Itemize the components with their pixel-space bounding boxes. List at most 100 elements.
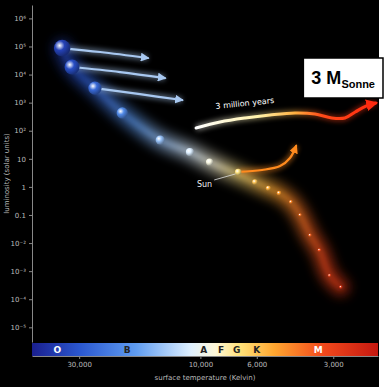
- star: [308, 233, 312, 237]
- annotation-text: 3 MSonne: [311, 68, 375, 90]
- evolution-track: [72, 67, 165, 78]
- tick: 6,000: [247, 356, 267, 369]
- star: [186, 148, 194, 156]
- tick-mark: [29, 18, 32, 19]
- spectral-class-label: F: [218, 345, 224, 355]
- tick-label: 10⁴: [14, 71, 26, 79]
- tick: 10⁴: [14, 71, 32, 79]
- evolution-track: [62, 48, 148, 58]
- tick-mark: [200, 356, 201, 359]
- star: [88, 81, 101, 94]
- tick-mark: [29, 271, 32, 272]
- star: [206, 158, 213, 165]
- star: [266, 186, 271, 191]
- spectral-class-label: B: [124, 345, 131, 355]
- tick-mark: [333, 356, 334, 359]
- tick: 10³: [14, 99, 32, 107]
- evolution-track: [95, 88, 182, 100]
- tick: 10,000: [189, 356, 214, 369]
- tick: 10⁻⁵: [11, 324, 32, 332]
- tick-label: 3,000: [324, 361, 344, 369]
- tick: 10⁶: [14, 15, 32, 23]
- tick-mark: [257, 356, 258, 359]
- spectral-class-label: G: [233, 345, 240, 355]
- tick-label: 10⁻⁴: [11, 296, 27, 304]
- tick: 10⁻³: [11, 268, 32, 276]
- tick-label: 10,000: [189, 361, 214, 369]
- tick-label: 0.1: [15, 212, 26, 220]
- tick-mark: [29, 46, 32, 47]
- spectral-bar: [32, 343, 378, 356]
- star: [289, 200, 293, 204]
- chart: OBAFGKMSun3 million years30,00010,0006,0…: [0, 0, 386, 387]
- tick-label: 1: [22, 184, 26, 192]
- page-background: [0, 0, 386, 387]
- tick-mark: [29, 159, 32, 160]
- axis-line: [32, 6, 33, 343]
- star: [277, 191, 282, 196]
- spectral-class-label: K: [253, 345, 261, 355]
- tick: 1: [22, 184, 32, 192]
- tick-label: 10⁻³: [11, 268, 27, 276]
- annotation-main: 3 M: [311, 68, 341, 88]
- star: [328, 274, 332, 278]
- main-sequence-core: [62, 48, 341, 287]
- tick: 10⁻⁴: [11, 296, 32, 304]
- spectral-classes: OBAFGKM: [53, 345, 322, 355]
- leader-line: [214, 174, 235, 180]
- annotation-subscript: Sonne: [341, 78, 375, 90]
- spectral-class-label: A: [200, 345, 207, 355]
- axis-line: [33, 356, 379, 357]
- tick-label: 10³: [14, 99, 26, 107]
- tick-label: 10²: [14, 127, 26, 135]
- tick-mark: [29, 187, 32, 188]
- track-label: 3 million years: [215, 96, 274, 111]
- tick-label: 10: [17, 156, 26, 164]
- tick-mark: [29, 327, 32, 328]
- tick: 0.1: [15, 212, 32, 220]
- label-layer: Sun 3 million years: [197, 96, 275, 189]
- tick: 10²: [14, 127, 32, 135]
- star: [65, 59, 80, 74]
- star-layer: [54, 40, 343, 289]
- star: [339, 285, 343, 289]
- tick: 30,000: [67, 356, 92, 369]
- annotation-frame: [303, 58, 383, 98]
- evolution-track: [238, 146, 296, 172]
- tick-mark: [29, 75, 32, 76]
- main-sequence-glow: [62, 48, 341, 287]
- x-axis: 30,000 10,000 6,000 3,000: [33, 356, 379, 369]
- track-glow: [62, 48, 148, 58]
- star-label: Sun: [197, 180, 212, 189]
- tick: 3,000: [324, 356, 344, 369]
- track-glow: [238, 146, 296, 172]
- star: [54, 40, 71, 57]
- glow-layer: [62, 48, 341, 287]
- tick-label: 6,000: [247, 361, 267, 369]
- tick: 10: [17, 156, 32, 164]
- star: [252, 179, 258, 185]
- annotation-box: 3 MSonne: [303, 58, 383, 98]
- track-glow: [95, 88, 182, 100]
- chart-root: OBAFGKMSun3 million years30,00010,0006,0…: [0, 0, 386, 387]
- tick-label: 10⁻²: [11, 240, 27, 248]
- plot-area: [54, 40, 376, 289]
- tick-label: 10⁵: [14, 43, 26, 51]
- tick: 10⁻²: [11, 240, 32, 248]
- tick-mark: [29, 299, 32, 300]
- star: [235, 169, 241, 175]
- spectral-class-label: O: [53, 345, 61, 355]
- tick-mark: [29, 103, 32, 104]
- tick-label: 10⁶: [14, 15, 26, 23]
- tick: 10⁵: [14, 43, 32, 51]
- star: [298, 213, 302, 217]
- track-glow: [72, 67, 165, 78]
- tick-mark: [29, 131, 32, 132]
- star: [318, 248, 322, 252]
- star: [156, 135, 165, 144]
- star: [117, 107, 128, 118]
- tick-label: 30,000: [67, 361, 92, 369]
- tick-mark: [79, 356, 80, 359]
- tick-mark: [29, 215, 32, 216]
- y-axis-title: luminosity (solar units): [3, 133, 11, 214]
